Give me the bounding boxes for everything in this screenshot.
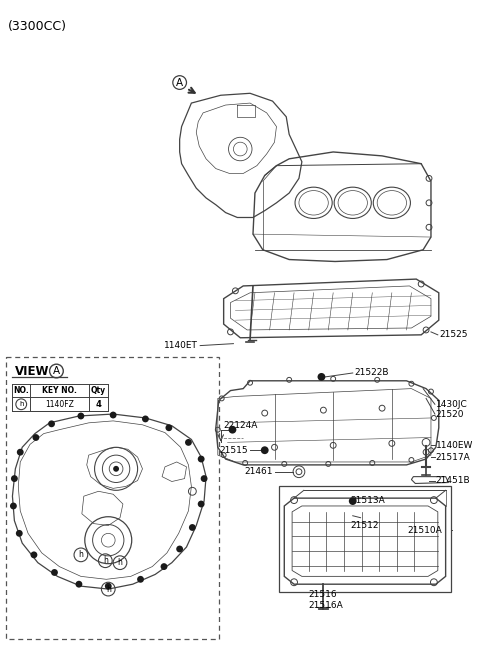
Text: 21516A: 21516A <box>309 601 344 610</box>
Text: h: h <box>19 402 24 407</box>
Circle shape <box>228 426 236 434</box>
Circle shape <box>51 569 58 576</box>
Circle shape <box>11 475 18 482</box>
Text: 21525: 21525 <box>440 330 468 339</box>
Text: (3300CC): (3300CC) <box>8 20 67 33</box>
Circle shape <box>16 530 23 536</box>
Text: h: h <box>118 558 122 567</box>
Text: 21512: 21512 <box>351 521 379 530</box>
Text: h: h <box>106 584 111 593</box>
Circle shape <box>113 466 119 472</box>
Text: NO.: NO. <box>13 386 29 395</box>
Circle shape <box>189 524 196 531</box>
Circle shape <box>198 500 204 508</box>
Text: 21510A: 21510A <box>408 526 442 535</box>
Circle shape <box>349 497 357 505</box>
Text: KEY NO.: KEY NO. <box>42 386 77 395</box>
Circle shape <box>33 434 39 441</box>
Text: 1140ET: 1140ET <box>164 341 198 350</box>
Text: 1140FZ: 1140FZ <box>45 400 74 409</box>
Circle shape <box>198 456 204 462</box>
Text: h: h <box>103 556 108 565</box>
Text: 22124A: 22124A <box>224 421 258 430</box>
Circle shape <box>142 415 149 422</box>
Circle shape <box>48 421 55 427</box>
Text: 21517A: 21517A <box>436 453 470 462</box>
Bar <box>279 487 451 592</box>
Text: A: A <box>53 366 60 376</box>
Text: 21515: 21515 <box>219 445 248 455</box>
Text: h: h <box>78 550 84 559</box>
Circle shape <box>110 411 117 419</box>
Text: 1140EW: 1140EW <box>436 441 473 450</box>
Circle shape <box>10 502 17 510</box>
Circle shape <box>137 576 144 583</box>
Circle shape <box>161 563 168 570</box>
Text: 21461: 21461 <box>244 467 273 476</box>
Text: 21451B: 21451B <box>436 476 470 485</box>
Text: 21520: 21520 <box>436 409 464 419</box>
Circle shape <box>261 446 269 454</box>
Text: Qty: Qty <box>91 386 106 395</box>
Circle shape <box>201 475 207 482</box>
Text: VIEW: VIEW <box>15 365 50 377</box>
Circle shape <box>318 373 325 381</box>
Circle shape <box>75 581 83 588</box>
Circle shape <box>105 583 112 590</box>
Circle shape <box>31 552 37 558</box>
Bar <box>6 358 219 639</box>
Circle shape <box>176 546 183 552</box>
Circle shape <box>185 439 192 446</box>
Circle shape <box>77 413 84 419</box>
Text: 21516: 21516 <box>309 590 337 599</box>
Text: 21522B: 21522B <box>355 369 389 377</box>
Circle shape <box>166 424 172 431</box>
Text: 4: 4 <box>96 400 101 409</box>
Circle shape <box>17 449 24 456</box>
Text: A: A <box>176 77 183 88</box>
Text: 21513A: 21513A <box>351 496 385 504</box>
Text: 1430JC: 1430JC <box>436 400 468 409</box>
